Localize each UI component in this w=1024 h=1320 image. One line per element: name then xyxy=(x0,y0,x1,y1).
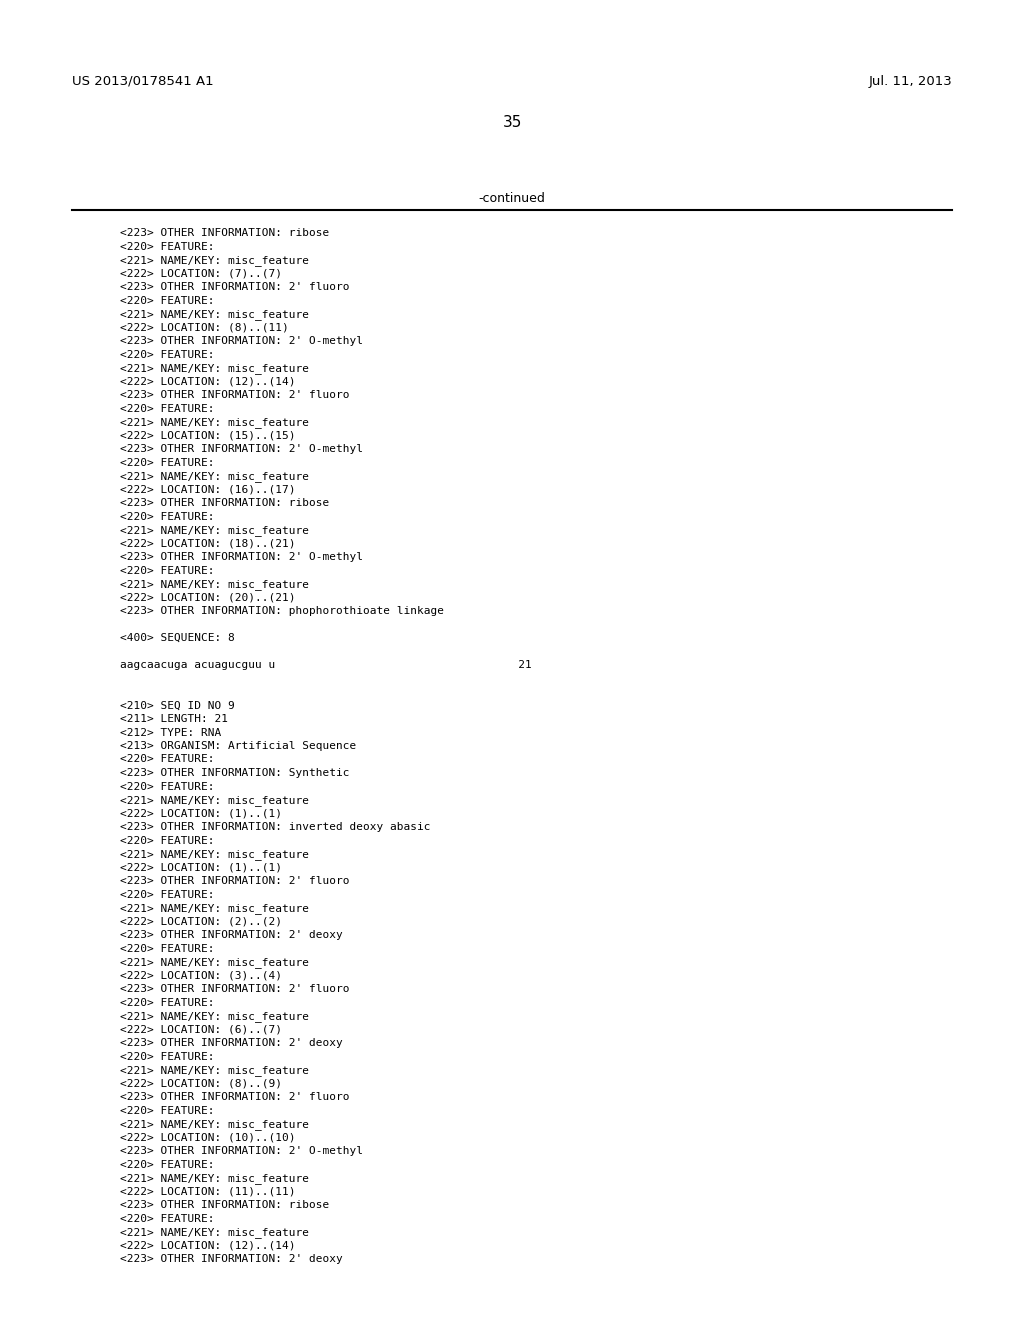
Text: <222> LOCATION: (7)..(7): <222> LOCATION: (7)..(7) xyxy=(120,268,282,279)
Text: <220> FEATURE:: <220> FEATURE: xyxy=(120,1052,214,1061)
Text: <220> FEATURE:: <220> FEATURE: xyxy=(120,1159,214,1170)
Text: <221> NAME/KEY: misc_feature: <221> NAME/KEY: misc_feature xyxy=(120,1065,309,1076)
Text: <221> NAME/KEY: misc_feature: <221> NAME/KEY: misc_feature xyxy=(120,417,309,428)
Text: <222> LOCATION: (12)..(14): <222> LOCATION: (12)..(14) xyxy=(120,376,296,387)
Text: <221> NAME/KEY: misc_feature: <221> NAME/KEY: misc_feature xyxy=(120,1173,309,1184)
Text: <221> NAME/KEY: misc_feature: <221> NAME/KEY: misc_feature xyxy=(120,1119,309,1130)
Text: <223> OTHER INFORMATION: 2' O-methyl: <223> OTHER INFORMATION: 2' O-methyl xyxy=(120,444,362,454)
Text: <223> OTHER INFORMATION: 2' fluoro: <223> OTHER INFORMATION: 2' fluoro xyxy=(120,983,349,994)
Text: <220> FEATURE:: <220> FEATURE: xyxy=(120,404,214,413)
Text: <223> OTHER INFORMATION: 2' fluoro: <223> OTHER INFORMATION: 2' fluoro xyxy=(120,282,349,292)
Text: <221> NAME/KEY: misc_feature: <221> NAME/KEY: misc_feature xyxy=(120,903,309,913)
Text: <222> LOCATION: (8)..(11): <222> LOCATION: (8)..(11) xyxy=(120,322,289,333)
Text: <222> LOCATION: (1)..(1): <222> LOCATION: (1)..(1) xyxy=(120,862,282,873)
Text: <222> LOCATION: (8)..(9): <222> LOCATION: (8)..(9) xyxy=(120,1078,282,1089)
Text: <221> NAME/KEY: misc_feature: <221> NAME/KEY: misc_feature xyxy=(120,795,309,807)
Text: <220> FEATURE:: <220> FEATURE: xyxy=(120,998,214,1007)
Text: <222> LOCATION: (3)..(4): <222> LOCATION: (3)..(4) xyxy=(120,970,282,981)
Text: <223> OTHER INFORMATION: inverted deoxy abasic: <223> OTHER INFORMATION: inverted deoxy … xyxy=(120,822,430,832)
Text: <213> ORGANISM: Artificial Sequence: <213> ORGANISM: Artificial Sequence xyxy=(120,741,356,751)
Text: <222> LOCATION: (12)..(14): <222> LOCATION: (12)..(14) xyxy=(120,1241,296,1250)
Text: <222> LOCATION: (18)..(21): <222> LOCATION: (18)..(21) xyxy=(120,539,296,549)
Text: <223> OTHER INFORMATION: ribose: <223> OTHER INFORMATION: ribose xyxy=(120,498,330,508)
Text: <212> TYPE: RNA: <212> TYPE: RNA xyxy=(120,727,221,738)
Text: <220> FEATURE:: <220> FEATURE: xyxy=(120,458,214,467)
Text: <220> FEATURE:: <220> FEATURE: xyxy=(120,890,214,899)
Text: <223> OTHER INFORMATION: 2' O-methyl: <223> OTHER INFORMATION: 2' O-methyl xyxy=(120,552,362,562)
Text: <222> LOCATION: (2)..(2): <222> LOCATION: (2)..(2) xyxy=(120,916,282,927)
Text: Jul. 11, 2013: Jul. 11, 2013 xyxy=(868,75,952,88)
Text: <220> FEATURE:: <220> FEATURE: xyxy=(120,296,214,305)
Text: aagcaacuga acuagucguu u                                    21: aagcaacuga acuagucguu u 21 xyxy=(120,660,531,671)
Text: <221> NAME/KEY: misc_feature: <221> NAME/KEY: misc_feature xyxy=(120,309,309,319)
Text: <223> OTHER INFORMATION: phophorothioate linkage: <223> OTHER INFORMATION: phophorothioate… xyxy=(120,606,444,616)
Text: <220> FEATURE:: <220> FEATURE: xyxy=(120,944,214,953)
Text: <220> FEATURE:: <220> FEATURE: xyxy=(120,242,214,252)
Text: <221> NAME/KEY: misc_feature: <221> NAME/KEY: misc_feature xyxy=(120,255,309,265)
Text: <221> NAME/KEY: misc_feature: <221> NAME/KEY: misc_feature xyxy=(120,363,309,374)
Text: <221> NAME/KEY: misc_feature: <221> NAME/KEY: misc_feature xyxy=(120,1011,309,1022)
Text: <223> OTHER INFORMATION: 2' fluoro: <223> OTHER INFORMATION: 2' fluoro xyxy=(120,389,349,400)
Text: <220> FEATURE:: <220> FEATURE: xyxy=(120,1106,214,1115)
Text: <220> FEATURE:: <220> FEATURE: xyxy=(120,1213,214,1224)
Text: <223> OTHER INFORMATION: 2' fluoro: <223> OTHER INFORMATION: 2' fluoro xyxy=(120,1092,349,1102)
Text: <221> NAME/KEY: misc_feature: <221> NAME/KEY: misc_feature xyxy=(120,849,309,859)
Text: <223> OTHER INFORMATION: 2' deoxy: <223> OTHER INFORMATION: 2' deoxy xyxy=(120,1254,343,1265)
Text: <222> LOCATION: (16)..(17): <222> LOCATION: (16)..(17) xyxy=(120,484,296,495)
Text: <221> NAME/KEY: misc_feature: <221> NAME/KEY: misc_feature xyxy=(120,525,309,536)
Text: <222> LOCATION: (15)..(15): <222> LOCATION: (15)..(15) xyxy=(120,430,296,441)
Text: <223> OTHER INFORMATION: Synthetic: <223> OTHER INFORMATION: Synthetic xyxy=(120,768,349,777)
Text: <223> OTHER INFORMATION: 2' deoxy: <223> OTHER INFORMATION: 2' deoxy xyxy=(120,1038,343,1048)
Text: <210> SEQ ID NO 9: <210> SEQ ID NO 9 xyxy=(120,701,234,710)
Text: <220> FEATURE:: <220> FEATURE: xyxy=(120,836,214,846)
Text: <221> NAME/KEY: misc_feature: <221> NAME/KEY: misc_feature xyxy=(120,471,309,482)
Text: <222> LOCATION: (11)..(11): <222> LOCATION: (11)..(11) xyxy=(120,1187,296,1196)
Text: <223> OTHER INFORMATION: ribose: <223> OTHER INFORMATION: ribose xyxy=(120,1200,330,1210)
Text: <223> OTHER INFORMATION: ribose: <223> OTHER INFORMATION: ribose xyxy=(120,228,330,238)
Text: <223> OTHER INFORMATION: 2' O-methyl: <223> OTHER INFORMATION: 2' O-methyl xyxy=(120,337,362,346)
Text: <220> FEATURE:: <220> FEATURE: xyxy=(120,511,214,521)
Text: <221> NAME/KEY: misc_feature: <221> NAME/KEY: misc_feature xyxy=(120,579,309,590)
Text: <220> FEATURE:: <220> FEATURE: xyxy=(120,565,214,576)
Text: <221> NAME/KEY: misc_feature: <221> NAME/KEY: misc_feature xyxy=(120,1228,309,1238)
Text: <221> NAME/KEY: misc_feature: <221> NAME/KEY: misc_feature xyxy=(120,957,309,968)
Text: <223> OTHER INFORMATION: 2' deoxy: <223> OTHER INFORMATION: 2' deoxy xyxy=(120,931,343,940)
Text: <220> FEATURE:: <220> FEATURE: xyxy=(120,755,214,764)
Text: <222> LOCATION: (20)..(21): <222> LOCATION: (20)..(21) xyxy=(120,593,296,602)
Text: <400> SEQUENCE: 8: <400> SEQUENCE: 8 xyxy=(120,634,234,643)
Text: <222> LOCATION: (10)..(10): <222> LOCATION: (10)..(10) xyxy=(120,1133,296,1143)
Text: <223> OTHER INFORMATION: 2' fluoro: <223> OTHER INFORMATION: 2' fluoro xyxy=(120,876,349,886)
Text: <211> LENGTH: 21: <211> LENGTH: 21 xyxy=(120,714,228,723)
Text: -continued: -continued xyxy=(478,191,546,205)
Text: 35: 35 xyxy=(503,115,521,129)
Text: <222> LOCATION: (1)..(1): <222> LOCATION: (1)..(1) xyxy=(120,808,282,818)
Text: <222> LOCATION: (6)..(7): <222> LOCATION: (6)..(7) xyxy=(120,1024,282,1035)
Text: US 2013/0178541 A1: US 2013/0178541 A1 xyxy=(72,75,214,88)
Text: <220> FEATURE:: <220> FEATURE: xyxy=(120,350,214,359)
Text: <220> FEATURE:: <220> FEATURE: xyxy=(120,781,214,792)
Text: <223> OTHER INFORMATION: 2' O-methyl: <223> OTHER INFORMATION: 2' O-methyl xyxy=(120,1146,362,1156)
